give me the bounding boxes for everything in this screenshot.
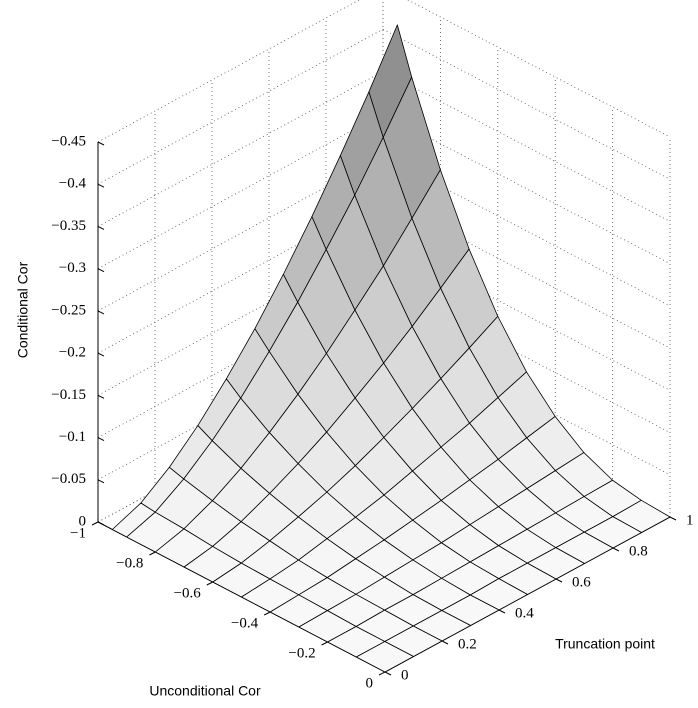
- z-tick-label: 0: [79, 513, 87, 529]
- tick-mark: [91, 521, 99, 526]
- tick-mark: [612, 547, 620, 552]
- grid-line: [97, 0, 360, 143]
- x-tick-label: −0.8: [116, 555, 143, 571]
- y-tick-label: 0.2: [458, 636, 477, 652]
- tick-mark: [97, 479, 105, 484]
- tick-mark: [321, 641, 328, 646]
- tick-mark: [97, 394, 105, 399]
- z-tick-label: −0.3: [59, 260, 86, 276]
- surface-patch: [355, 641, 414, 673]
- tick-mark: [378, 671, 386, 676]
- x-axis-label: Unconditional Cor: [149, 683, 261, 699]
- tick-mark: [97, 183, 105, 188]
- z-tick-label: −0.1: [59, 429, 86, 445]
- tick-mark: [97, 268, 105, 273]
- tick-mark: [97, 437, 105, 442]
- z-tick-label: −0.4: [59, 176, 87, 192]
- y-axis-label: Truncation point: [555, 636, 655, 652]
- x-tick-label: −0.6: [174, 585, 202, 601]
- x-tick-label: −0.4: [231, 615, 259, 631]
- z-tick-label: −0.15: [51, 387, 86, 403]
- y-tick-label: 0.4: [515, 605, 534, 621]
- tick-mark: [97, 521, 105, 526]
- x-tick-label: −0.2: [288, 645, 315, 661]
- tick-mark: [441, 640, 449, 645]
- tick-mark: [669, 516, 677, 521]
- y-tick-label: 1: [686, 512, 694, 528]
- y-tick-label: 0: [401, 667, 409, 683]
- tick-mark: [97, 141, 105, 146]
- tick-mark: [206, 581, 214, 586]
- z-tick-label: −0.45: [51, 133, 86, 149]
- tick-mark: [97, 225, 105, 230]
- tick-mark: [97, 352, 105, 357]
- z-tick-label: −0.25: [51, 302, 86, 318]
- y-tick-label: 0.6: [572, 574, 591, 590]
- x-tick-label: 0: [366, 675, 374, 691]
- grid-line: [407, 0, 671, 138]
- tick-mark: [498, 609, 506, 614]
- y-tick-label: 0.8: [629, 543, 648, 559]
- tick-mark: [263, 611, 271, 616]
- tick-mark: [149, 551, 156, 556]
- z-tick-label: −0.2: [59, 345, 86, 361]
- tick-mark: [97, 310, 105, 315]
- tick-mark: [384, 671, 392, 676]
- z-tick-label: −0.35: [51, 218, 86, 234]
- z-tick-label: −0.05: [51, 471, 86, 487]
- tick-mark: [555, 578, 563, 583]
- x-tick-label: −1: [70, 525, 86, 541]
- z-axis-label: Conditional Cor: [15, 261, 31, 358]
